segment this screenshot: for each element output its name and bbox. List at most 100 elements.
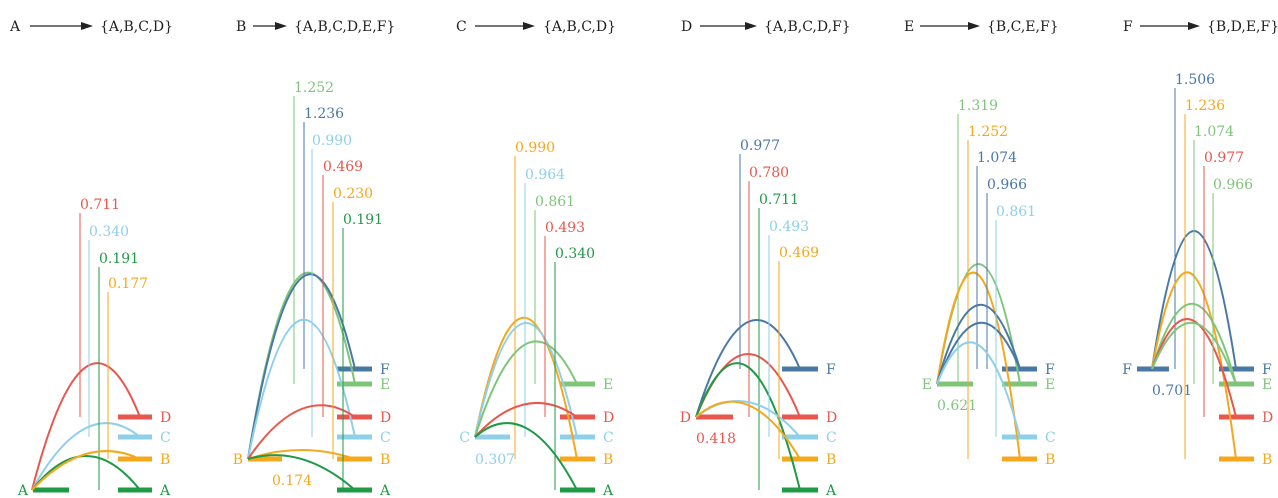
target-label-d: D [1262,410,1273,426]
panel-c: C {A,B,C,D}C0.307EDCBA0.9900.9640.8610.49… [456,19,616,498]
arc-value-label: 0.780 [749,165,789,181]
arc-value-label: 0.230 [333,186,373,202]
header-arrowhead [523,22,535,30]
arc-value-label: 0.177 [108,276,148,292]
arc-value-label: 1.506 [1175,72,1215,88]
arc-d [474,401,578,438]
arc-value-label: 1.236 [304,106,344,122]
arc-value-label: 0.861 [535,194,575,210]
arc-e [474,340,578,438]
panel-e: E {B,C,E,F}E0.621FECB1.3191.2521.0740.966… [904,19,1059,468]
header-target-set: {B,C,E,F} [987,19,1059,35]
header-target-set: {A,B,C,D} [543,19,616,35]
header-target-set: {A,B,C,D} [100,19,173,35]
arc-c [31,422,141,491]
header-source-label: E [904,19,914,35]
panel-d: D {A,B,C,D,F}D0.418FDCBA0.9770.7800.7110.… [680,19,851,498]
header-source-label: C [456,19,467,35]
source-value: 0.307 [475,452,515,468]
source-value: 0.174 [272,473,312,489]
arc-value-label: 0.191 [99,251,139,267]
target-label-b: B [826,452,836,468]
arc-value-label: 1.319 [958,98,998,114]
arc-f [247,273,356,460]
arc-value-label: 0.711 [80,197,120,213]
arc-value-label: 0.977 [1204,150,1244,166]
target-label-b: B [160,452,170,468]
target-label-b: B [380,452,390,468]
target-label-c: C [826,430,837,446]
arc-value-label: 1.252 [294,80,334,96]
arc-value-label: 0.340 [89,224,129,240]
arc-c [247,319,356,460]
target-label-b: B [1262,452,1272,468]
target-label-e: E [1262,377,1272,393]
header-target-set: {A,B,C,D,F} [764,19,851,35]
arc-value-label: 0.861 [996,204,1036,220]
target-label-f: F [380,362,390,378]
arc-value-label: 0.964 [525,167,565,183]
arc-b [695,400,801,460]
header-arrowhead [745,22,757,30]
header-source-label: A [9,19,21,35]
arc-value-label: 1.236 [1185,98,1225,114]
arc-a [31,455,141,491]
arc-e [1151,322,1237,385]
target-label-f: F [826,362,836,378]
arc-d [1151,318,1237,418]
arc-value-label: 1.074 [977,150,1017,166]
source-label: C [459,430,470,446]
target-label-c: C [603,430,614,446]
arc-value-label: 0.711 [759,192,799,208]
arc-b [936,271,1021,460]
target-label-f: F [1045,362,1055,378]
target-label-f: F [1262,362,1272,378]
target-label-a: A [159,483,171,498]
target-label-b: B [1045,452,1055,468]
arc-value-label: 0.966 [987,177,1027,193]
header-source-label: F [1123,19,1133,35]
target-label-a: A [825,483,837,498]
panel-b: B {A,B,C,D,E,F}B0.174FEDCBA1.2521.2360.99… [233,19,396,498]
arc-value-label: 0.469 [323,159,363,175]
arc-a [695,362,801,491]
arc-value-label: 0.990 [515,140,555,156]
target-label-d: D [160,410,171,426]
arc-b [474,317,578,460]
target-label-c: C [380,430,391,446]
arc-d [31,362,141,491]
header-arrowhead [81,22,93,30]
arc-b [31,450,141,491]
arc-f [936,322,1021,385]
header-arrowhead [968,22,980,30]
arc-value-label: 0.493 [545,220,585,236]
source-label: B [233,452,243,468]
arc-a [474,422,578,491]
source-label: D [680,410,691,426]
target-label-b: B [603,452,613,468]
target-label-d: D [380,410,391,426]
arc-f [936,304,1021,385]
target-label-c: C [1045,430,1056,446]
arc-f [695,319,801,418]
header-target-set: {B,D,E,F} [1207,19,1278,35]
source-value: 0.621 [937,398,977,414]
header-source-label: B [236,19,246,35]
arc-value-label: 0.493 [769,219,809,235]
target-label-e: E [380,377,390,393]
arc-value-label: 1.252 [968,124,1008,140]
target-label-e: E [603,377,613,393]
arc-value-label: 0.191 [343,212,383,228]
header-target-set: {A,B,C,D,E,F} [294,19,395,35]
target-label-c: C [160,430,171,446]
target-label-d: D [603,410,614,426]
header-arrowhead [1188,22,1200,30]
target-label-d: D [826,410,837,426]
source-label: F [1122,362,1132,378]
source-value: 0.418 [696,431,736,447]
arc-e [247,271,356,460]
arc-value-label: 0.966 [1213,177,1253,193]
arc-value-label: 0.977 [740,138,780,154]
